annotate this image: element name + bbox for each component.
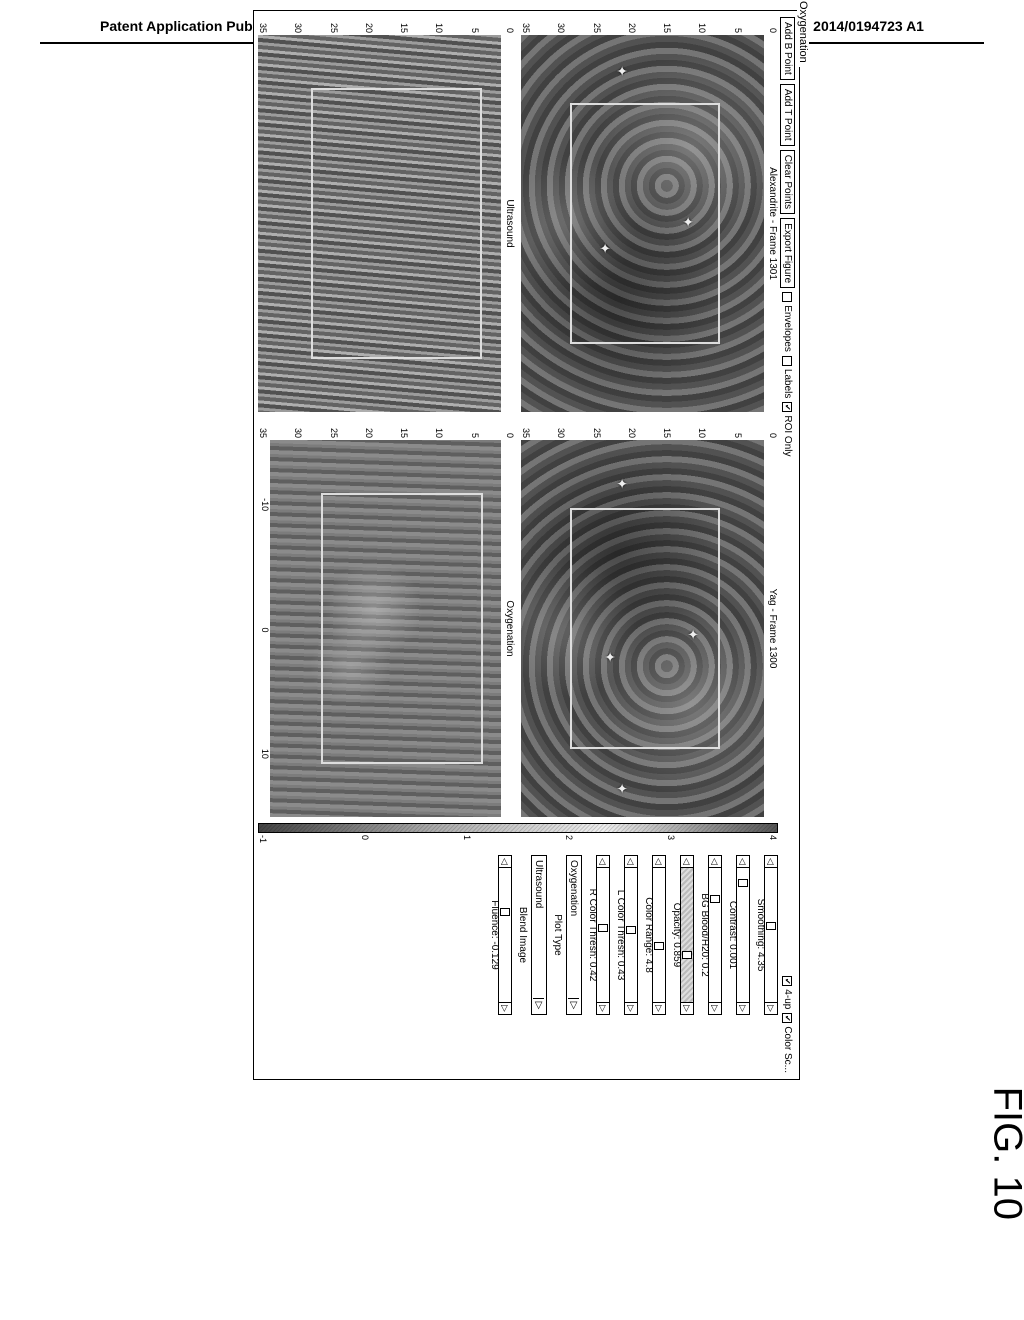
four-up-checkbox[interactable]: ✔4-up <box>782 976 793 1009</box>
y-axis: 05101520253035 <box>521 17 778 35</box>
main-row: 05101520253035 Alexandrite - Frame 1301 … <box>258 17 778 1073</box>
y-axis: 05101520253035 <box>258 422 515 440</box>
image-yag[interactable]: ✦ ✦ ✦ ✦ <box>521 440 764 817</box>
plot-title-br: Oxygenation <box>501 440 515 817</box>
color-scale-checkbox[interactable]: ✔Color Sc... <box>782 1013 793 1073</box>
y-axis: 05101520253035 <box>258 17 515 35</box>
color-range-slider[interactable]: ◁▷ <box>652 855 666 1015</box>
oxygenation-dropdown[interactable]: Oxygenation▷ <box>566 855 582 1015</box>
ultrasound-dropdown[interactable]: Ultrasound▷ <box>531 855 547 1015</box>
image-oxygenation[interactable] <box>270 440 501 817</box>
x-axis-br: -10 0 10 <box>258 440 270 817</box>
colorbar: 4 3 2 1 0 -1 <box>258 823 778 845</box>
y-axis: 05101520253035 <box>521 422 778 440</box>
bg-blood-slider[interactable]: ◁▷ <box>708 855 722 1015</box>
plot-bottom-left: 05101520253035 Ultrasound <box>258 17 515 412</box>
l-thresh-slider[interactable]: ◁▷ <box>624 855 638 1015</box>
labels-checkbox[interactable]: Labels <box>782 356 793 398</box>
image-alexandrite[interactable]: ✦ ✦ ✦ <box>521 35 764 412</box>
add-b-point-button[interactable]: Add B Point <box>780 17 795 80</box>
colorbar-strip <box>258 823 778 833</box>
plot-title-tr: Yag - Frame 1300 <box>764 440 778 817</box>
figure-number-label: FIG. 10 <box>984 1087 1024 1220</box>
smoothing-slider[interactable]: ◁▷ <box>764 855 778 1015</box>
plot-top-right: 05101520253035 Yag - Frame 1300 ✦ ✦ ✦ ✦ <box>521 422 778 817</box>
pub-right: US 2014/0194723 A1 <box>790 18 924 34</box>
blend-image-label: Blend Image <box>517 855 528 1015</box>
oxygenation-panel: Oxygenation Add B Point Add T Point Clea… <box>253 10 800 1080</box>
four-up-grid: 05101520253035 Alexandrite - Frame 1301 … <box>258 17 778 817</box>
image-ultrasound[interactable] <box>258 35 501 412</box>
clear-points-button[interactable]: Clear Points <box>780 150 795 214</box>
plot-type-label: Plot Type <box>552 855 563 1015</box>
add-t-point-button[interactable]: Add T Point <box>780 84 795 146</box>
opacity-slider[interactable]: ◁▷ <box>680 855 694 1015</box>
fluence-slider[interactable]: ◁▷ <box>498 855 512 1015</box>
plot-bottom-right: 05101520253035 Oxygenation -10 0 <box>258 422 515 817</box>
controls-column: ◁▷ Smoothing: 4.35 ◁▷ Contrast: 0.001 ◁▷ <box>258 855 778 1015</box>
roi-only-checkbox[interactable]: ✔ROI Only <box>782 402 793 456</box>
envelopes-checkbox[interactable]: Envelopes <box>782 292 793 352</box>
r-thresh-slider[interactable]: ◁▷ <box>596 855 610 1015</box>
plot-title-bl: Ultrasound <box>501 35 515 412</box>
plot-top-left: 05101520253035 Alexandrite - Frame 1301 … <box>521 17 778 412</box>
plot-title-tl: Alexandrite - Frame 1301 <box>764 35 778 412</box>
contrast-slider[interactable]: ◁▷ <box>736 855 750 1015</box>
toolbar: Add B Point Add T Point Clear Points Exp… <box>780 17 795 1073</box>
figure-rotated-wrapper: Oxygenation Add B Point Add T Point Clea… <box>160 140 860 960</box>
panel-title: Oxygenation <box>797 0 809 67</box>
export-figure-button[interactable]: Export Figure <box>780 218 795 288</box>
